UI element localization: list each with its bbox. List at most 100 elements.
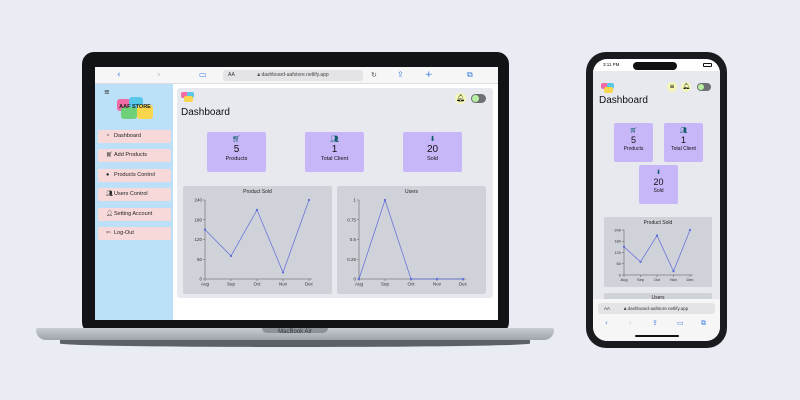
- card-products: 🛒︎ 5 Products: [614, 123, 653, 162]
- sidebar: ≡ AAF STORE ◔ Dashboard 🛒︎Add Products ● P…: [95, 84, 173, 320]
- users-icon: 👥︎: [679, 128, 688, 134]
- y-tick-label: 60: [617, 261, 622, 266]
- users-icon: 👥︎: [106, 191, 113, 197]
- cart-icon: 🛒︎: [629, 128, 638, 134]
- lock-icon: 🔒︎: [257, 72, 261, 78]
- chevron-right-icon[interactable]: ›: [157, 70, 161, 80]
- x-tick-label: Nov: [279, 282, 288, 287]
- card-label: Sold: [653, 188, 664, 194]
- phone-browser-bar: AA 🔒︎ dashboard-aafstore.netlify.app ‹ ›…: [593, 299, 720, 341]
- card-total-client: 👥︎ 1 Total Client: [305, 132, 364, 172]
- sidebar-item-setting-account[interactable]: 👤︎Setting Account: [98, 208, 171, 221]
- lock-icon: 🔒︎: [624, 306, 627, 311]
- sold-icon: ⬇︎: [655, 170, 662, 176]
- x-tick-label: Dec: [459, 282, 468, 287]
- laptop-notch: [262, 328, 328, 333]
- sidebar-item-log-out[interactable]: ⇦ Log-Out: [98, 227, 171, 240]
- circle-icon: ●: [106, 172, 110, 178]
- product-sold-chart-svg: 0 60 120 180 240 Aug Sep Oct Nov Dec: [614, 227, 693, 282]
- cart-icon: 🛒︎: [106, 152, 113, 158]
- y-tick-label: 120: [194, 237, 202, 242]
- dashboard-icon: ◔: [106, 133, 110, 139]
- y-tick-label: 0.75: [347, 217, 356, 222]
- y-tick-label: 60: [197, 257, 203, 262]
- text-size-button[interactable]: AA: [228, 72, 235, 78]
- url-text: dashboard-aafstore.netlify.app: [261, 72, 329, 78]
- data-point: [357, 277, 361, 281]
- x-tick-label: Aug: [355, 282, 364, 287]
- chevron-right-icon[interactable]: ›: [629, 319, 632, 327]
- url-field[interactable]: AA 🔒︎ dashboard-aafstore.netlify.app: [598, 303, 715, 314]
- users-chart: Users 0 0.25 0.5 0.75 1 Aug Sep Oct Nov Dec: [337, 186, 486, 294]
- status-bar: 3:11 PM: [593, 59, 720, 71]
- card-label: Products: [225, 156, 248, 162]
- users-chart: Users: [604, 293, 712, 303]
- card-sold: ⬇︎ 20 Sold: [403, 132, 462, 172]
- plus-icon[interactable]: +: [425, 70, 433, 80]
- battery-icon: [703, 63, 712, 67]
- sidebar-item-add-products[interactable]: 🛒︎Add Products: [98, 149, 171, 162]
- bell-icon[interactable]: 🔔︎: [681, 82, 691, 92]
- sidebar-item-dashboard[interactable]: ◔ Dashboard: [98, 130, 171, 143]
- mini-logo: [601, 83, 615, 93]
- data-point: [255, 208, 259, 211]
- laptop-label: MacBook Air: [278, 329, 312, 335]
- y-tick-label: 0: [619, 272, 622, 277]
- users-chart-svg: 0 0.25 0.5 0.75 1 Aug Sep Oct Nov Dec: [347, 198, 468, 287]
- tabs-icon[interactable]: ⧉: [467, 70, 473, 79]
- share-icon[interactable]: ⇪: [652, 319, 658, 327]
- home-indicator: [635, 335, 679, 337]
- card-label: Products: [623, 146, 644, 152]
- y-tick-label: 240: [194, 198, 202, 203]
- page-title: Dashboard: [599, 95, 648, 106]
- data-point: [307, 198, 311, 202]
- chevron-left-icon[interactable]: ‹: [117, 70, 121, 80]
- y-tick-label: 0.25: [347, 257, 356, 262]
- laptop-screen: ‹ › ▭ 🔒︎ dashboard-aafstore.netlify.app …: [95, 67, 498, 320]
- phone-screen: 3:11 PM ≡ 🔔︎ Dashboard 🛒︎ 5 Products 👥︎ …: [593, 59, 720, 341]
- menu-icon[interactable]: ≡: [667, 82, 677, 92]
- x-tick-label: Oct: [253, 282, 261, 287]
- share-icon[interactable]: ⇪: [397, 70, 404, 79]
- data-point: [203, 228, 207, 231]
- sidebar-item-users-control[interactable]: 👥︎Users Control: [98, 188, 171, 201]
- cart-icon: 🛒︎: [232, 136, 241, 143]
- chart-title: Users: [404, 189, 419, 195]
- book-icon[interactable]: ▭: [677, 319, 684, 327]
- url-field[interactable]: 🔒︎ dashboard-aafstore.netlify.app: [223, 70, 363, 81]
- text-size-button[interactable]: AA: [604, 306, 611, 311]
- data-point: [435, 277, 439, 281]
- status-time: 3:11 PM: [603, 62, 620, 67]
- hamburger-icon[interactable]: ≡: [104, 88, 110, 96]
- user-gear-icon: 👤︎: [106, 211, 113, 217]
- card-value: 1: [331, 144, 338, 155]
- y-tick-label: 120: [614, 250, 621, 255]
- refresh-icon[interactable]: ↻: [371, 71, 377, 79]
- theme-toggle[interactable]: [471, 94, 486, 103]
- tabs-icon[interactable]: ⧉: [701, 319, 706, 327]
- bell-icon[interactable]: 🔔︎: [455, 93, 466, 104]
- x-tick-label: Aug: [201, 282, 210, 287]
- chevron-left-icon[interactable]: ‹: [605, 319, 608, 327]
- card-label: Total Client: [671, 146, 696, 152]
- product-sold-chart-svg: 0 60 120 180 240 Aug Sep Oct Nov Dec: [194, 198, 313, 287]
- y-tick-label: 1: [353, 198, 356, 203]
- card-value: 1: [680, 135, 686, 145]
- card-label: Total Client: [320, 156, 349, 162]
- data-point: [672, 270, 675, 273]
- users-icon: 👥︎: [330, 136, 339, 143]
- data-point: [409, 277, 413, 281]
- x-tick-label: Sep: [637, 277, 645, 282]
- y-tick-label: 180: [614, 239, 621, 244]
- page-title: Dashboard: [181, 107, 230, 118]
- x-tick-label: Oct: [654, 277, 661, 282]
- book-icon[interactable]: ▭: [199, 70, 207, 79]
- laptop-base-shadow: [60, 340, 530, 347]
- dashboard-panel: 🔔︎ Dashboard 🛒︎ 5 Products 👥︎ 1 Total Cl…: [177, 88, 493, 298]
- product-sold-chart: Product Sold 0 60 120 180 240 Aug Sep Oct Nov Dec: [604, 217, 712, 287]
- data-point: [622, 245, 626, 248]
- sidebar-item-products-control[interactable]: ● Products Control: [98, 169, 171, 182]
- sold-icon: ⬇︎: [429, 136, 436, 143]
- card-total-client: 👥︎ 1 Total Client: [664, 123, 703, 162]
- theme-toggle[interactable]: [697, 83, 711, 91]
